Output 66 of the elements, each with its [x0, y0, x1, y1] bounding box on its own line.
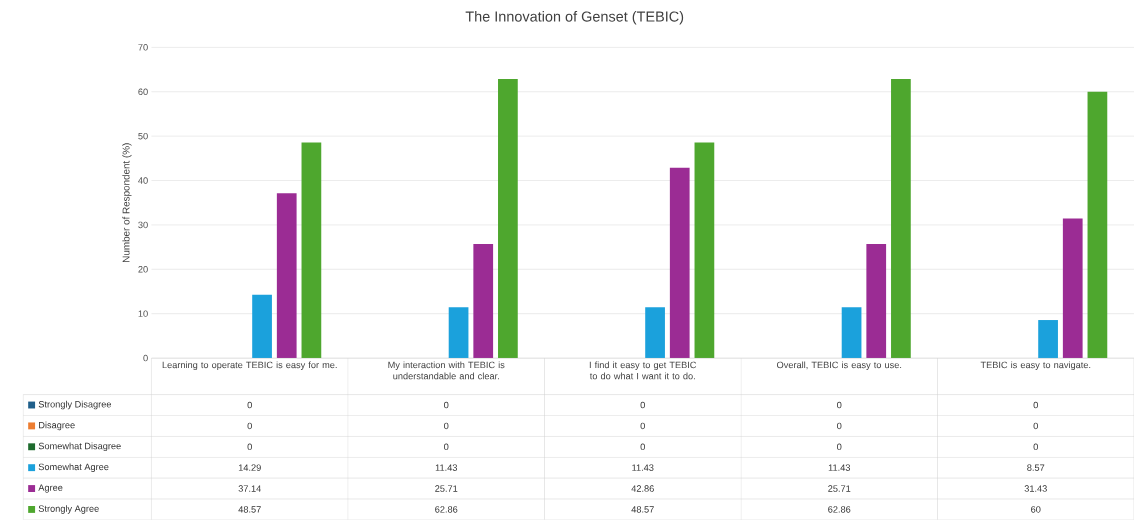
data-label: 25.71	[828, 485, 851, 492]
legend-label: Disagree	[39, 421, 75, 431]
bar	[498, 79, 518, 359]
chart-title: The Innovation of Genset (TEBIC)	[465, 11, 684, 25]
data-label: 0	[1033, 422, 1038, 430]
data-label: 14.29	[238, 464, 261, 471]
bar	[473, 244, 494, 359]
data-label: 0	[247, 422, 252, 430]
bar	[645, 307, 665, 359]
data-label: 11.43	[828, 464, 851, 471]
data-label: 48.57	[631, 506, 654, 513]
data-label: 0	[837, 422, 842, 430]
data-label: 0	[640, 443, 645, 451]
data-label: 48.57	[238, 506, 261, 513]
bar	[252, 294, 272, 359]
bar	[276, 193, 297, 359]
data-label: 0	[444, 401, 449, 409]
data-label: 11.43	[632, 464, 654, 471]
bar	[669, 167, 690, 359]
bar	[841, 307, 862, 359]
bar	[891, 79, 911, 359]
y-tick-label: 0	[143, 354, 148, 362]
legend-label: Strongly Disagree	[38, 400, 112, 410]
data-label: 0	[247, 443, 252, 451]
legend-label: Somewhat Agree	[38, 463, 109, 473]
bar	[1087, 91, 1108, 359]
data-label: 60	[1031, 506, 1041, 513]
data-label: 0	[444, 422, 449, 430]
legend-label: Strongly Agree	[38, 505, 99, 514]
y-tick-label: 30	[138, 221, 148, 229]
y-tick-label: 10	[138, 310, 148, 318]
y-axis-title: Number of Respondent (%)	[122, 143, 132, 263]
y-tick-label: 20	[138, 266, 148, 273]
data-label: 0	[1033, 443, 1038, 451]
data-label: 0	[247, 401, 252, 409]
x-tick-label: My interaction with TEBIC is understandable and clear.	[388, 361, 505, 380]
data-label: 0	[444, 443, 449, 451]
data-label: 37.14	[238, 485, 261, 492]
data-label: 0	[640, 422, 645, 430]
data-label: 0	[837, 443, 842, 451]
legend-label: Agree	[38, 484, 63, 493]
bar	[1038, 320, 1058, 359]
data-label: 0	[837, 401, 842, 409]
data-label: 42.86	[631, 485, 654, 492]
data-label: 8.57	[1027, 464, 1045, 471]
y-tick-label: 60	[138, 88, 148, 96]
y-tick-label: 50	[138, 132, 148, 140]
y-tick-label: 40	[138, 177, 148, 184]
data-label: 0	[640, 401, 645, 409]
x-tick-label: Overall, TEBIC is easy to use.	[777, 361, 902, 371]
x-tick-label: I find it easy to get TEBIC to do what I want it to do.	[589, 361, 697, 380]
bar	[301, 142, 322, 359]
bar	[1062, 218, 1083, 359]
legend-label: Somewhat Disagree	[38, 442, 121, 452]
x-tick-label: Learning to operate TEBIC is easy for me.	[162, 361, 337, 371]
y-tick-label: 70	[138, 44, 148, 51]
x-tick-label: TEBIC is easy to navigate.	[980, 361, 1091, 371]
data-label: 0	[1033, 401, 1038, 409]
data-label: 62.86	[828, 506, 851, 513]
data-label: 31.43	[1024, 485, 1047, 492]
data-label: 62.86	[435, 506, 458, 513]
data-label: 25.71	[435, 485, 458, 492]
bar	[866, 244, 887, 359]
bar	[448, 307, 469, 359]
bar	[694, 142, 715, 359]
data-label: 11.43	[435, 464, 457, 471]
